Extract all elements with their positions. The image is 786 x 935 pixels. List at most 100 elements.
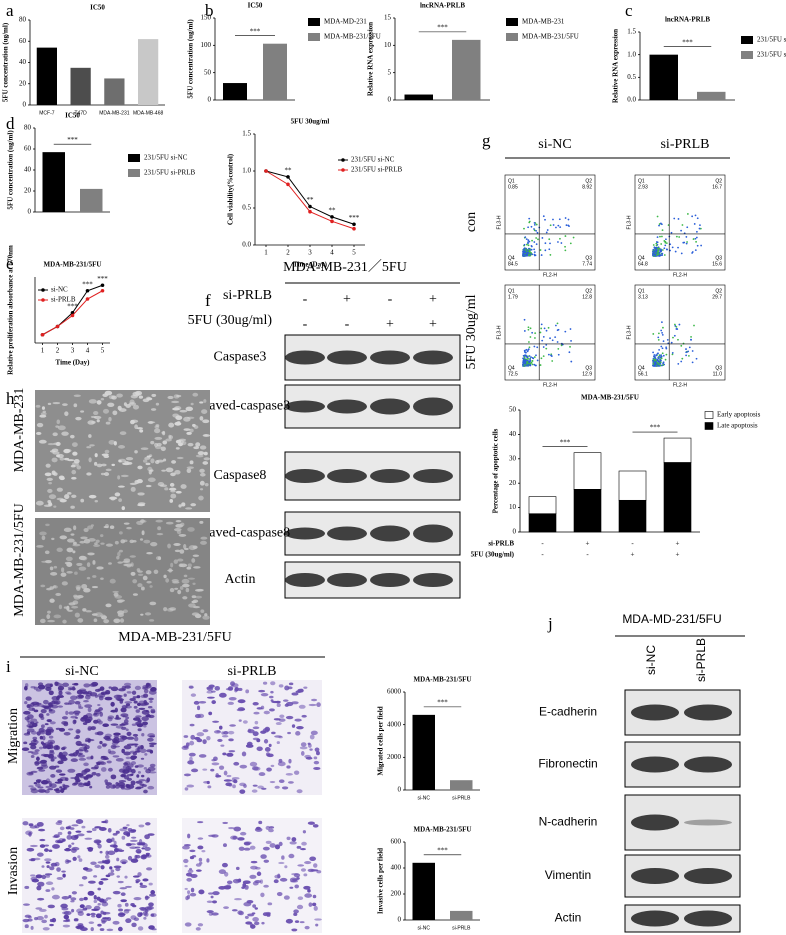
cell	[226, 775, 231, 777]
cell	[57, 820, 62, 823]
cell	[199, 521, 203, 524]
y-tick-label: 0	[388, 96, 392, 104]
event-dot	[534, 356, 536, 358]
cell	[71, 842, 74, 844]
cell	[114, 735, 119, 738]
y-tick-label: 50	[509, 406, 517, 414]
cell	[86, 472, 91, 475]
cell	[202, 461, 208, 465]
cell	[114, 848, 120, 852]
cell	[182, 746, 189, 750]
bar	[405, 95, 434, 100]
cell	[137, 466, 142, 470]
cell	[122, 506, 125, 510]
cell	[251, 861, 258, 864]
cell	[137, 745, 143, 749]
cell	[76, 819, 83, 824]
cell	[110, 702, 114, 707]
cell	[96, 566, 103, 569]
event-dot	[543, 215, 545, 217]
y-axis-label: 5FU concentration (ug/ml)	[2, 22, 10, 102]
cell	[156, 403, 159, 406]
cell	[40, 585, 45, 588]
event-dot	[699, 228, 701, 230]
event-dot	[534, 337, 536, 339]
cell	[63, 925, 70, 928]
event-dot	[664, 242, 666, 244]
cell	[91, 909, 99, 911]
cell	[110, 525, 114, 529]
event-dot	[662, 352, 664, 354]
cell	[107, 760, 112, 763]
event-dot	[658, 363, 660, 365]
y-tick-label: 0.5	[242, 204, 251, 212]
event-dot	[534, 224, 536, 226]
cell	[56, 769, 62, 773]
event-dot	[657, 236, 659, 238]
event-dot	[673, 218, 675, 220]
event-dot	[653, 244, 655, 246]
cell	[170, 588, 175, 592]
cell	[130, 555, 136, 557]
cell	[145, 612, 151, 615]
cell	[132, 392, 140, 397]
cell	[177, 590, 181, 594]
cell	[264, 860, 269, 863]
point	[101, 283, 105, 287]
cell	[300, 921, 305, 923]
point	[56, 325, 60, 329]
cell	[289, 887, 293, 889]
cell	[45, 550, 50, 554]
cell	[267, 902, 272, 905]
event-dot	[654, 362, 656, 364]
cell	[111, 745, 117, 749]
flow-x-label: FL2-H	[673, 382, 687, 388]
cell	[287, 837, 291, 840]
event-dot	[685, 236, 687, 238]
y-tick-label: 1.0	[242, 167, 251, 175]
event-dot	[655, 247, 657, 249]
cell	[73, 542, 77, 545]
cell	[71, 824, 78, 826]
event-dot	[658, 356, 660, 358]
cell	[25, 831, 33, 836]
cell	[154, 428, 160, 433]
cell	[301, 742, 307, 746]
cell	[44, 848, 49, 852]
cell	[32, 879, 39, 883]
cell	[55, 593, 61, 596]
cell	[52, 895, 60, 900]
event-dot	[699, 224, 701, 226]
cell	[199, 469, 205, 473]
cell	[77, 690, 83, 695]
event-dot	[653, 252, 655, 254]
cell	[134, 480, 139, 484]
chart-title: MDA-MB-231/5FU	[414, 826, 472, 834]
cell	[62, 683, 69, 687]
cell	[276, 722, 282, 725]
point	[352, 222, 356, 226]
cell	[204, 613, 207, 616]
cell	[121, 475, 129, 477]
cell	[134, 897, 142, 900]
cell	[146, 570, 152, 574]
band	[631, 757, 679, 773]
cell	[116, 875, 120, 877]
band-label: Vimentin	[545, 868, 591, 882]
cell	[156, 460, 164, 463]
cell	[232, 909, 238, 911]
cell	[281, 855, 284, 859]
y-tick-label: 600	[391, 838, 402, 846]
cell	[176, 447, 180, 449]
cell	[264, 711, 270, 715]
cell	[36, 757, 40, 762]
y-tick-label: 20	[24, 187, 32, 195]
cell	[294, 770, 299, 774]
cell	[117, 782, 125, 786]
cell	[211, 691, 216, 693]
y-tick-label: 20	[509, 479, 517, 487]
row-label: Migration	[6, 708, 21, 764]
event-dot	[532, 357, 534, 359]
cell	[179, 410, 187, 413]
cell	[51, 887, 54, 890]
